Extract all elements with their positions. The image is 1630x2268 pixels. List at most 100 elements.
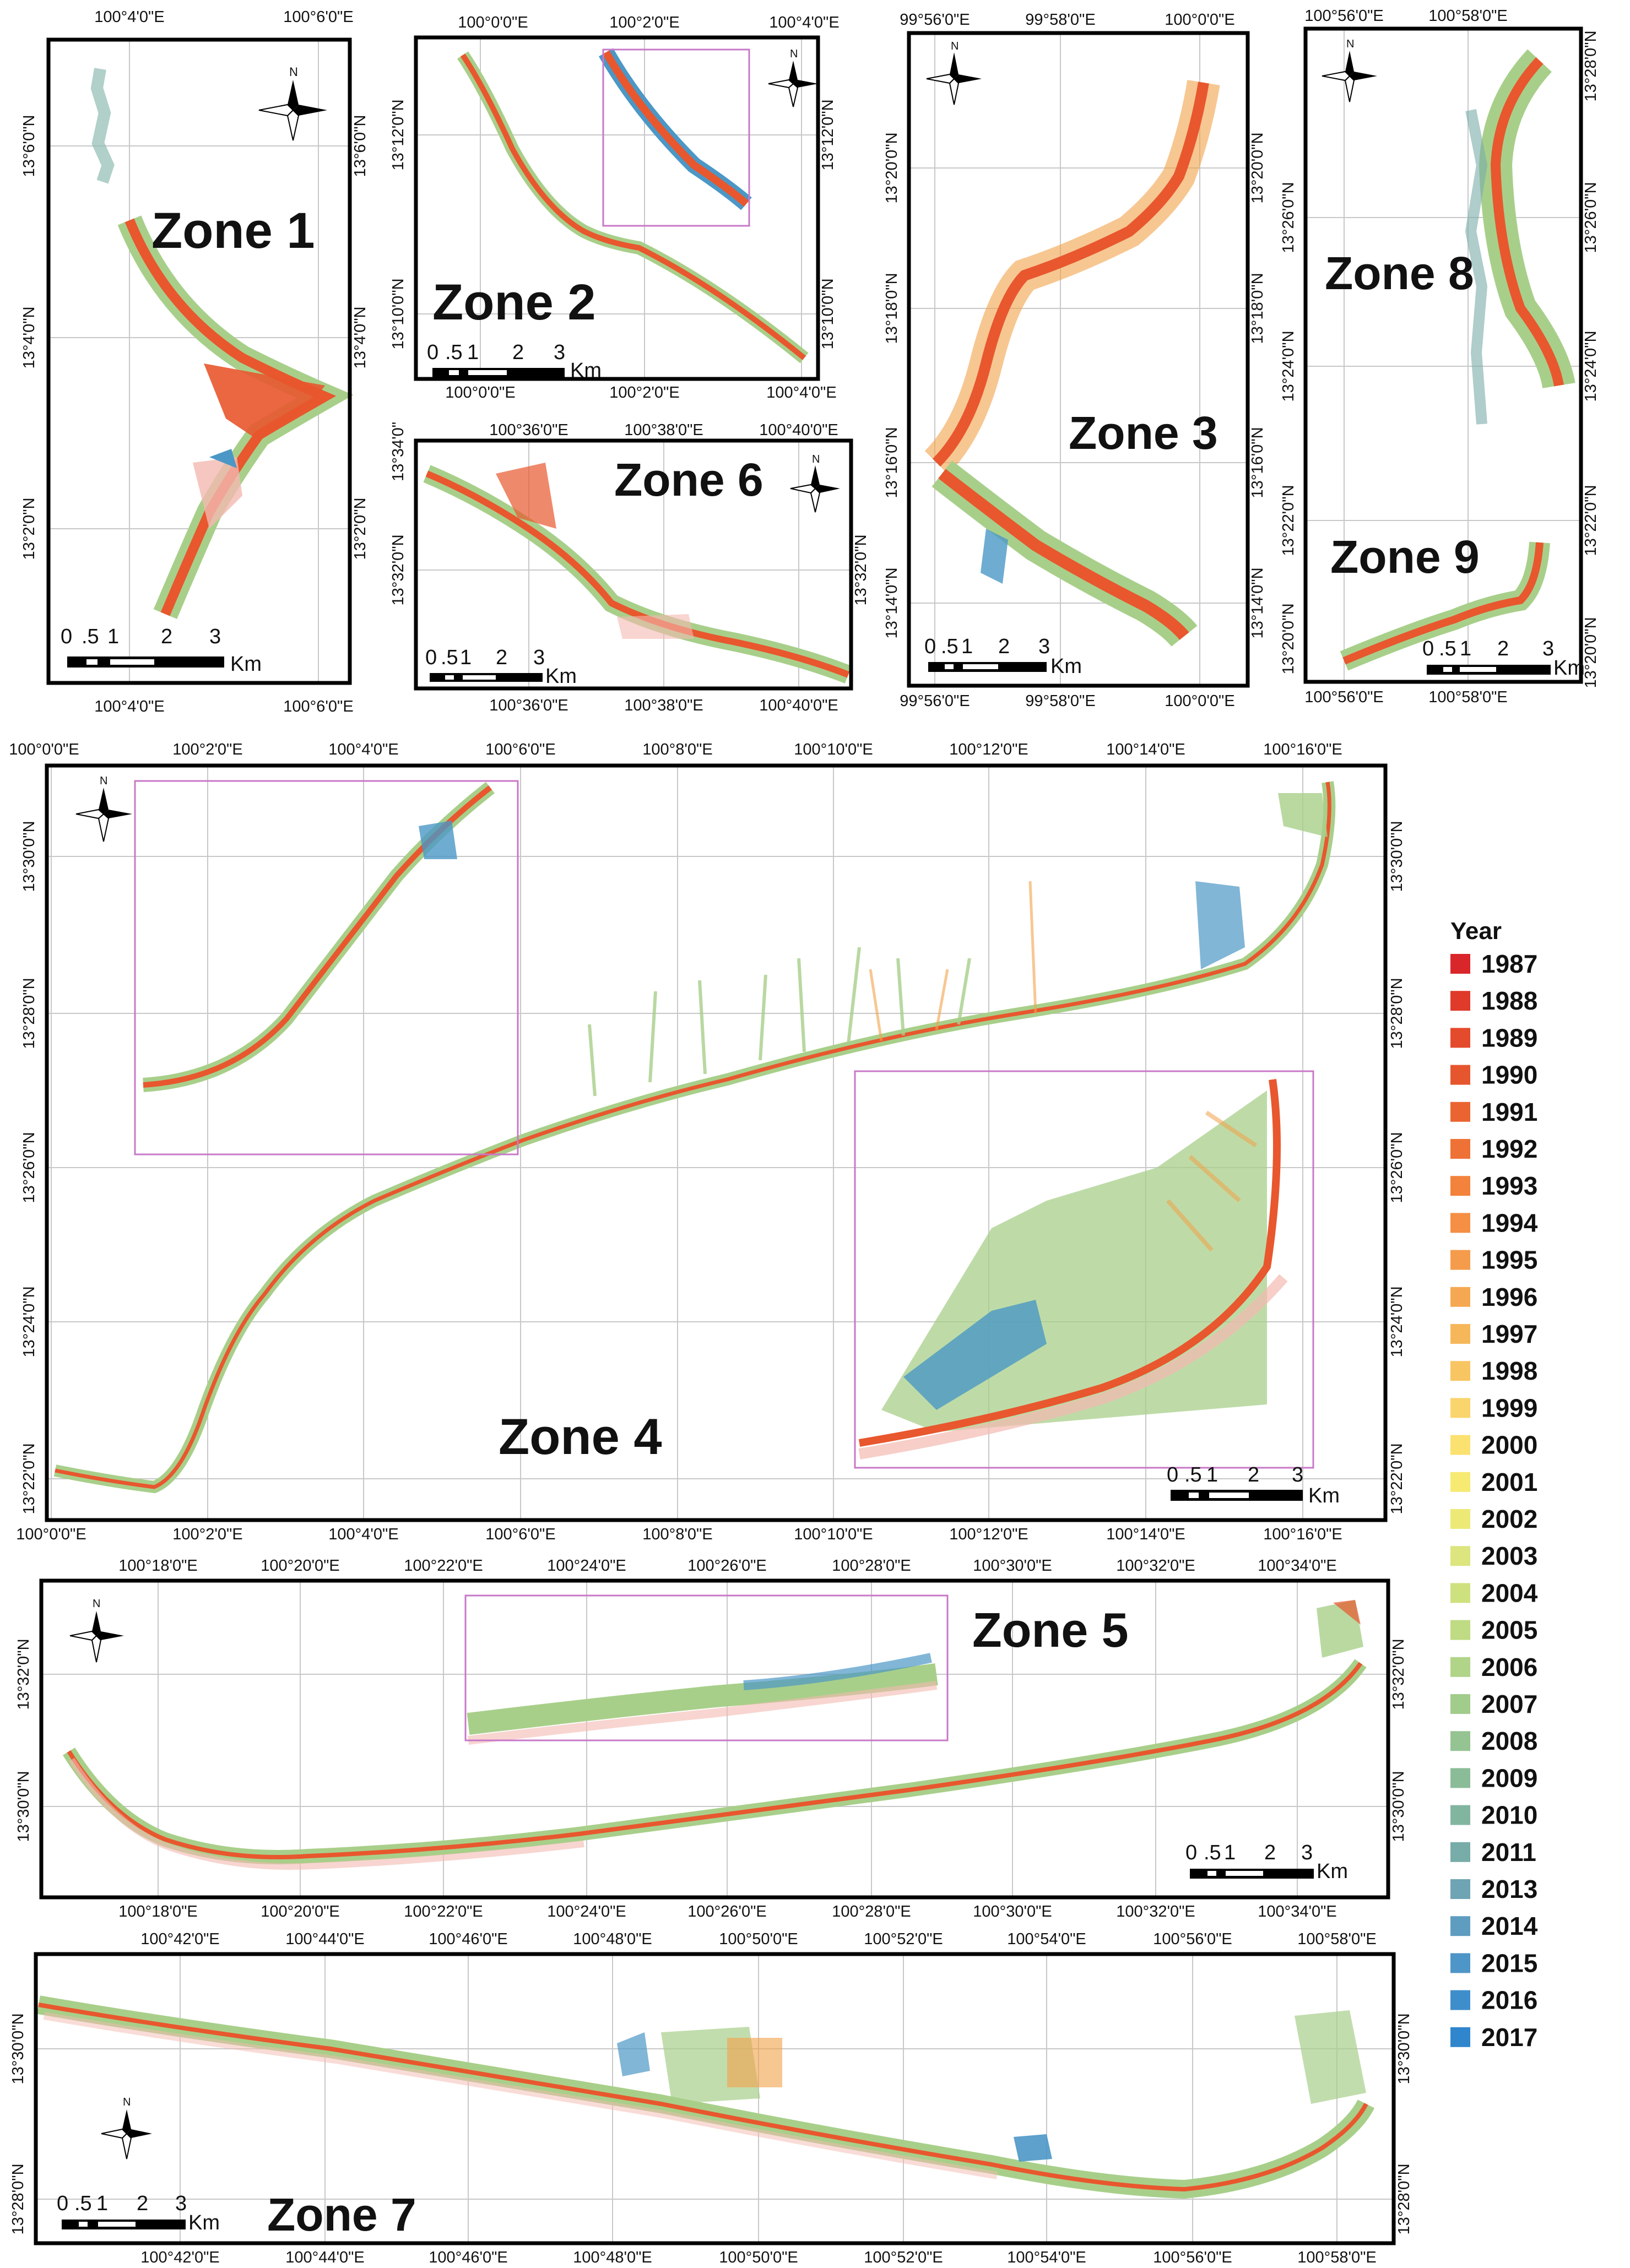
svg-text:13°32'0"N: 13°32'0"N	[852, 534, 870, 605]
legend-swatch	[1450, 1324, 1470, 1344]
coastline-layer	[423, 463, 852, 683]
svg-text:100°50'0"E: 100°50'0"E	[719, 1930, 798, 1948]
svg-text:1: 1	[1224, 1841, 1236, 1864]
north-arrow: N	[1322, 38, 1377, 102]
svg-text:100°34'0"E: 100°34'0"E	[1258, 1557, 1337, 1575]
svg-text:100°16'0"E: 100°16'0"E	[1263, 741, 1342, 758]
svg-text:100°8'0"E: 100°8'0"E	[642, 741, 712, 758]
legend-swatch	[1450, 1435, 1470, 1455]
svg-text:100°46'0"E: 100°46'0"E	[429, 2249, 508, 2266]
svg-text:100°4'0"E: 100°4'0"E	[769, 14, 839, 31]
svg-text:13°22'0"N: 13°22'0"N	[1582, 485, 1600, 556]
svg-text:1: 1	[1206, 1463, 1218, 1486]
svg-text:13°24'0"N: 13°24'0"N	[1388, 1286, 1406, 1357]
coastline-layer	[1340, 49, 1575, 671]
svg-text:100°6'0"E: 100°6'0"E	[283, 698, 353, 715]
svg-text:Km: Km	[1553, 656, 1585, 680]
svg-text:13°28'0"N: 13°28'0"N	[20, 978, 38, 1049]
svg-text:13°26'0"N: 13°26'0"N	[1388, 1132, 1406, 1203]
svg-text:13°30'0"N: 13°30'0"N	[20, 821, 38, 892]
svg-text:100°58'0"E: 100°58'0"E	[1428, 688, 1508, 706]
legend-year-label: 2017	[1481, 2023, 1537, 2052]
scale-bar: 0 .5 1 2 3 Km	[61, 625, 262, 676]
legend-swatch	[1450, 1472, 1470, 1492]
svg-text:13°10'0"N: 13°10'0"N	[389, 278, 407, 349]
svg-text:N: N	[123, 2096, 131, 2108]
svg-text:3: 3	[533, 646, 545, 669]
svg-text:100°46'0"E: 100°46'0"E	[429, 1930, 508, 1948]
legend-swatch	[1450, 1842, 1470, 1862]
legend-year-label: 2004	[1481, 1578, 1538, 1607]
legend-title: Year	[1450, 918, 1502, 945]
svg-text:100°28'0"E: 100°28'0"E	[832, 1557, 911, 1575]
north-arrow: N	[790, 453, 840, 513]
zone-label: Zone 1	[151, 203, 315, 259]
inset-box	[602, 48, 750, 227]
legend-swatch	[1450, 1953, 1470, 1973]
svg-text:100°44'0"E: 100°44'0"E	[285, 1930, 365, 1948]
legend-swatch	[1450, 1028, 1470, 1048]
svg-text:Zone 5: Zone 5	[972, 1603, 1129, 1657]
svg-text:13°2'0"N: 13°2'0"N	[351, 498, 369, 560]
svg-text:99°58'0"E: 99°58'0"E	[1025, 11, 1095, 29]
svg-text:100°52'0"E: 100°52'0"E	[864, 1930, 943, 1948]
legend-year-label: 1995	[1481, 1246, 1537, 1274]
svg-text:100°32'0"E: 100°32'0"E	[1116, 1557, 1195, 1575]
coastline-layer	[457, 48, 809, 363]
svg-text:100°10'0"E: 100°10'0"E	[794, 741, 873, 758]
svg-text:13°28'0"N: 13°28'0"N	[1395, 2163, 1413, 2234]
svg-text:13°4'0"N: 13°4'0"N	[20, 307, 38, 369]
svg-text:13°4'0"N: 13°4'0"N	[351, 307, 369, 369]
svg-text:13°20'0"N: 13°20'0"N	[1582, 617, 1600, 688]
legend-swatch	[1450, 1620, 1470, 1640]
svg-text:100°18'0"E: 100°18'0"E	[118, 1557, 198, 1575]
legend-year-label: 2015	[1481, 1949, 1537, 1977]
svg-text:Zone 7: Zone 7	[267, 2189, 416, 2240]
legend-swatch	[1450, 1879, 1470, 1899]
svg-text:13°28'0"N: 13°28'0"N	[1582, 30, 1600, 101]
legend-year-label: 2003	[1481, 1542, 1537, 1570]
svg-text:100°14'0"E: 100°14'0"E	[1106, 741, 1185, 758]
legend-year-label: 1994	[1481, 1208, 1538, 1237]
legend-year-label: 2014	[1481, 1912, 1538, 1940]
svg-text:13°6'0"N: 13°6'0"N	[351, 115, 369, 177]
svg-text:100°30'0"E: 100°30'0"E	[973, 1557, 1052, 1575]
svg-text:3: 3	[1292, 1463, 1303, 1486]
svg-text:99°56'0"E: 99°56'0"E	[900, 692, 970, 710]
legend-year-label: 2016	[1481, 1986, 1537, 2015]
svg-text:13°22'0"N: 13°22'0"N	[1280, 485, 1297, 556]
legend-swatch	[1450, 1694, 1470, 1714]
svg-text:100°14'0"E: 100°14'0"E	[1106, 1526, 1185, 1543]
coastline-layer	[53, 781, 1336, 1494]
svg-text:100°50'0"E: 100°50'0"E	[719, 2249, 798, 2266]
svg-text:13°14'0"N: 13°14'0"N	[1249, 567, 1266, 638]
svg-text:1: 1	[460, 646, 472, 669]
svg-text:Km: Km	[1050, 655, 1082, 678]
svg-text:13°6'0"N: 13°6'0"N	[20, 115, 38, 177]
svg-text:100°26'0"E: 100°26'0"E	[687, 1903, 767, 1920]
svg-text:Zone 2: Zone 2	[432, 274, 595, 330]
svg-text:Zone 4: Zone 4	[499, 1409, 662, 1465]
legend-swatch	[1450, 1139, 1470, 1159]
svg-text:2: 2	[998, 635, 1010, 658]
svg-text:2: 2	[137, 2192, 148, 2215]
svg-text:13°30'0"N: 13°30'0"N	[1390, 1771, 1407, 1842]
zone-6-map: N Zone 6 0 .5 1 2 3 Km 100°36'0"E 100°38…	[389, 421, 870, 714]
svg-text:N: N	[790, 48, 798, 60]
svg-text:13°22'0"N: 13°22'0"N	[20, 1443, 38, 1514]
svg-text:13°30'0"N: 13°30'0"N	[1395, 2013, 1413, 2084]
legend-year-label: 1989	[1481, 1023, 1537, 1052]
legend-year-label: 2009	[1481, 1764, 1537, 1792]
scale-bar: 0 .5 1 2 3 Km	[1167, 1463, 1340, 1507]
svg-text:100°54'0"E: 100°54'0"E	[1007, 1930, 1086, 1948]
svg-text:0: 0	[1167, 1463, 1178, 1486]
svg-text:13°28'0"N: 13°28'0"N	[9, 2163, 27, 2234]
svg-text:100°38'0"E: 100°38'0"E	[624, 697, 703, 714]
svg-text:13°32'0"N: 13°32'0"N	[389, 534, 407, 605]
north-arrow: N	[69, 1598, 124, 1663]
svg-text:13°12'0"N: 13°12'0"N	[819, 99, 837, 170]
svg-text:0: 0	[57, 2192, 68, 2215]
legend-year-label: 2007	[1481, 1690, 1537, 1718]
svg-text:100°2'0"E: 100°2'0"E	[609, 384, 679, 401]
svg-text:.5: .5	[1184, 1463, 1202, 1486]
